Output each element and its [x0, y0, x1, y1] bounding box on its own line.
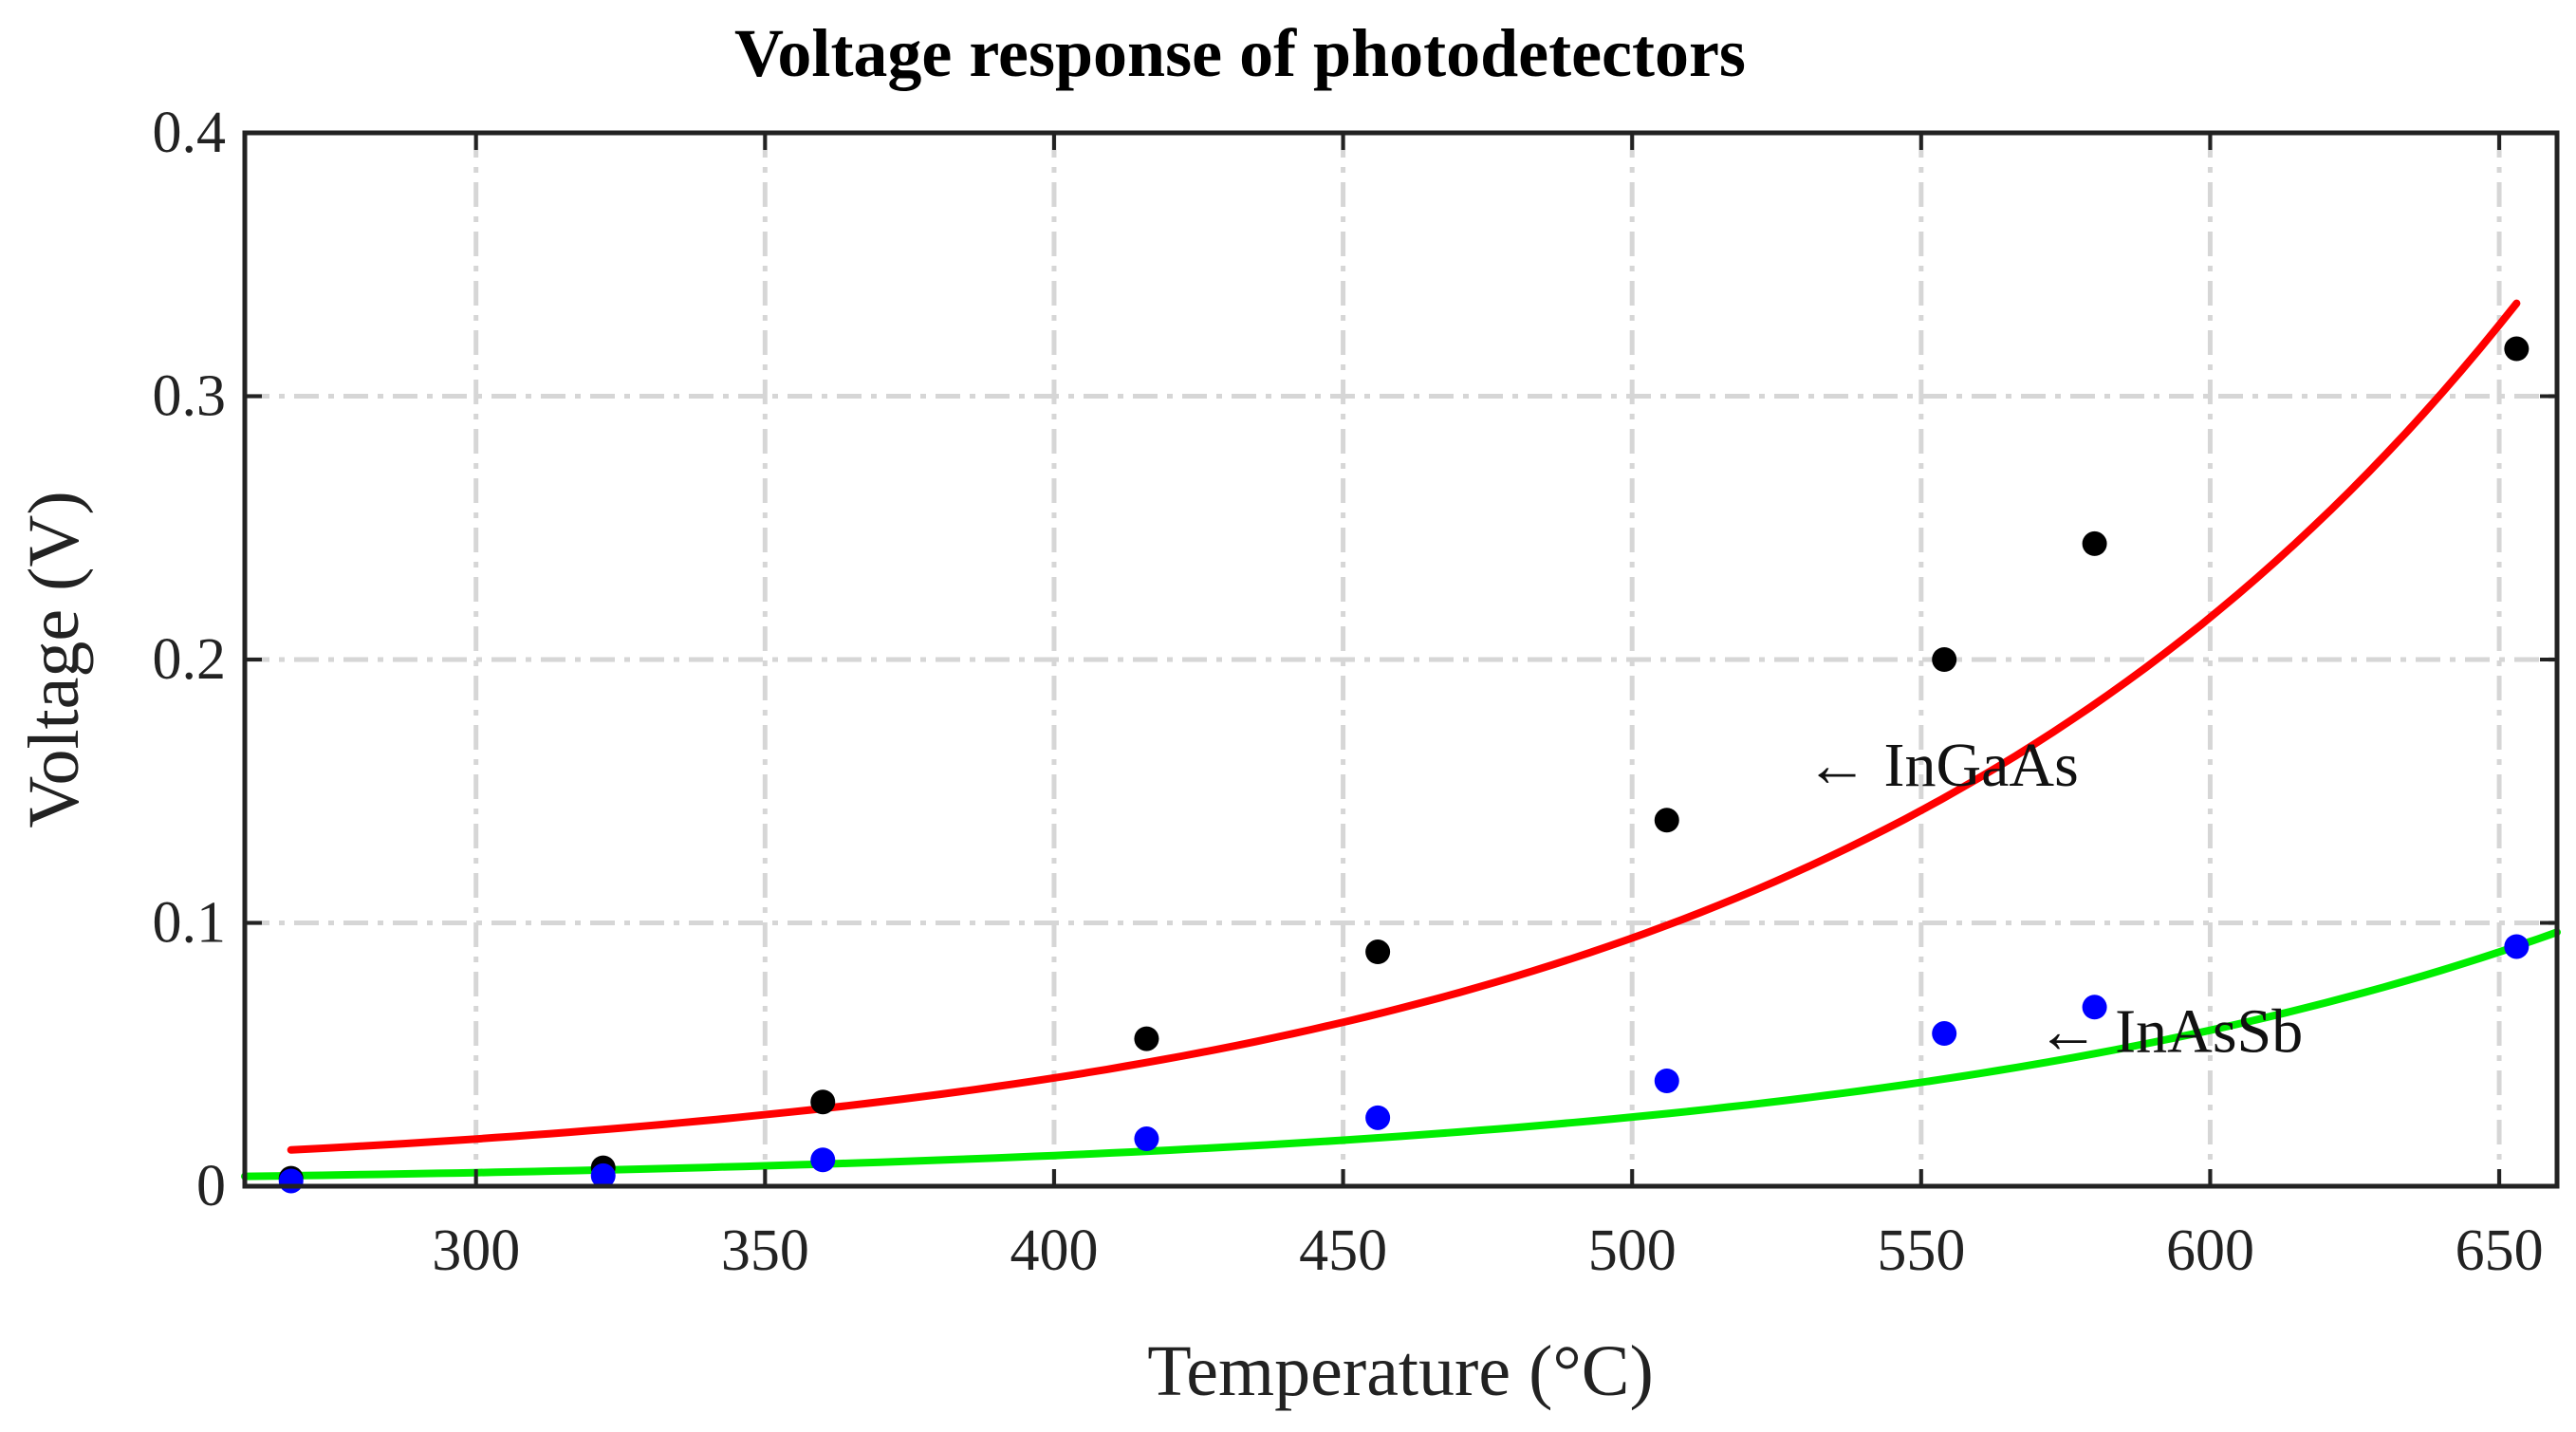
- x-tick-label: 350: [721, 1218, 809, 1283]
- y-tick-label: 0.1: [153, 891, 227, 956]
- x-tick-label: 300: [432, 1218, 520, 1283]
- y-tick-label: 0.4: [153, 101, 227, 165]
- chart: Voltage response of photodetectors 300 35…: [0, 0, 2576, 1432]
- y-axis-label: Voltage (V): [14, 491, 94, 828]
- data-point-inassb: [1134, 1126, 1158, 1151]
- annotations: ← InGaAs ← InAsSb: [1806, 731, 2303, 1066]
- data-point-inassb: [810, 1147, 835, 1172]
- data-point-inassb: [1932, 1021, 1956, 1046]
- annotation-label: ← InAsSb: [2037, 996, 2304, 1066]
- data-point-inassb: [2504, 934, 2529, 958]
- y-tick-label: 0.2: [153, 627, 227, 692]
- data-point-ingaas: [810, 1089, 835, 1114]
- data-point-ingaas: [2504, 337, 2529, 362]
- data-point-inassb: [279, 1168, 304, 1193]
- x-tick-label: 500: [1588, 1218, 1677, 1283]
- x-tick-label: 450: [1299, 1218, 1387, 1283]
- x-tick-label: 650: [2456, 1218, 2544, 1283]
- data-point-ingaas: [1365, 939, 1390, 964]
- x-tick-label: 400: [1010, 1218, 1098, 1283]
- data-point-ingaas: [1932, 647, 1956, 672]
- x-tick-label: 600: [2166, 1218, 2254, 1283]
- x-axis-label: Temperature (°C): [1147, 1331, 1654, 1411]
- data-point-inassb: [1365, 1106, 1390, 1130]
- x-tick-label: 550: [1877, 1218, 1965, 1283]
- annotation-label: ← InGaAs: [1806, 731, 2079, 800]
- data-point-inassb: [1655, 1069, 1679, 1093]
- data-point-ingaas: [1134, 1027, 1158, 1051]
- data-point-ingaas: [2083, 531, 2107, 556]
- chart-title: Voltage response of photodetectors: [734, 15, 1746, 91]
- data-point-ingaas: [1655, 808, 1679, 832]
- y-tick-label: 0: [196, 1154, 226, 1218]
- axis-ticks: 300 350 400 450 500 550 600 650 0 0.1 0.2 0.3 0.4: [153, 101, 2558, 1283]
- y-tick-label: 0.3: [153, 364, 227, 429]
